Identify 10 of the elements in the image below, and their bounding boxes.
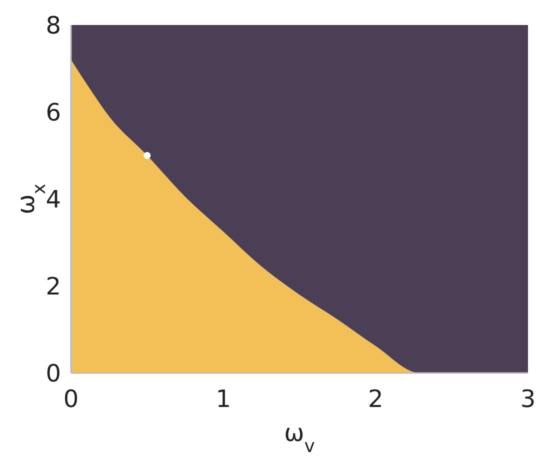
x-tick-label: 1 [216, 385, 231, 413]
x-tick-label: 0 [63, 385, 79, 413]
y-tick-label: 4 [46, 185, 61, 214]
y-tick-label: 0 [46, 359, 61, 388]
x-tick-label: 3 [520, 385, 536, 413]
x-axis-title: ω$_{v}$ [284, 419, 316, 456]
y-tick-label: 2 [46, 272, 61, 300]
y-tick-label: 8 [46, 11, 61, 40]
y-tick-label: 6 [46, 98, 61, 126]
x-tick-label: 2 [368, 385, 384, 413]
